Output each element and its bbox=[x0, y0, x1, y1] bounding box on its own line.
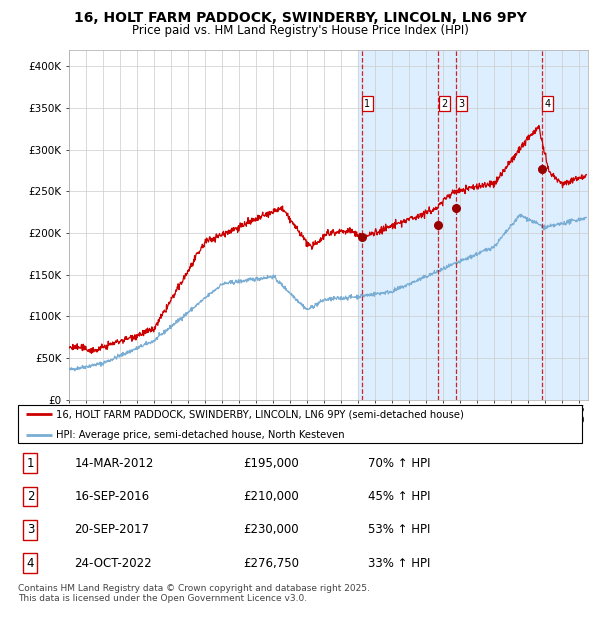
Text: 4: 4 bbox=[26, 557, 34, 570]
Text: 33% ↑ HPI: 33% ↑ HPI bbox=[368, 557, 430, 570]
Text: 24-OCT-2022: 24-OCT-2022 bbox=[74, 557, 152, 570]
Text: 14-MAR-2012: 14-MAR-2012 bbox=[74, 456, 154, 469]
Text: 3: 3 bbox=[27, 523, 34, 536]
Text: 16, HOLT FARM PADDOCK, SWINDERBY, LINCOLN, LN6 9PY (semi-detached house): 16, HOLT FARM PADDOCK, SWINDERBY, LINCOL… bbox=[56, 409, 464, 420]
Text: 70% ↑ HPI: 70% ↑ HPI bbox=[368, 456, 430, 469]
Text: 2: 2 bbox=[441, 99, 447, 109]
Text: 53% ↑ HPI: 53% ↑ HPI bbox=[368, 523, 430, 536]
Text: Contains HM Land Registry data © Crown copyright and database right 2025.
This d: Contains HM Land Registry data © Crown c… bbox=[18, 584, 370, 603]
Text: 16, HOLT FARM PADDOCK, SWINDERBY, LINCOLN, LN6 9PY: 16, HOLT FARM PADDOCK, SWINDERBY, LINCOL… bbox=[74, 11, 526, 25]
FancyBboxPatch shape bbox=[18, 405, 582, 443]
Text: 1: 1 bbox=[26, 456, 34, 469]
Text: 16-SEP-2016: 16-SEP-2016 bbox=[74, 490, 149, 503]
Text: 45% ↑ HPI: 45% ↑ HPI bbox=[368, 490, 430, 503]
Text: £195,000: £195,000 bbox=[244, 456, 299, 469]
Text: 20-SEP-2017: 20-SEP-2017 bbox=[74, 523, 149, 536]
Bar bbox=[358, 50, 588, 400]
Text: 1: 1 bbox=[364, 99, 370, 109]
Text: 4: 4 bbox=[545, 99, 551, 109]
Text: £230,000: £230,000 bbox=[244, 523, 299, 536]
Text: £276,750: £276,750 bbox=[244, 557, 299, 570]
Text: 2: 2 bbox=[26, 490, 34, 503]
Text: Price paid vs. HM Land Registry's House Price Index (HPI): Price paid vs. HM Land Registry's House … bbox=[131, 24, 469, 37]
Text: HPI: Average price, semi-detached house, North Kesteven: HPI: Average price, semi-detached house,… bbox=[56, 430, 345, 440]
Text: £210,000: £210,000 bbox=[244, 490, 299, 503]
Text: 3: 3 bbox=[458, 99, 464, 109]
